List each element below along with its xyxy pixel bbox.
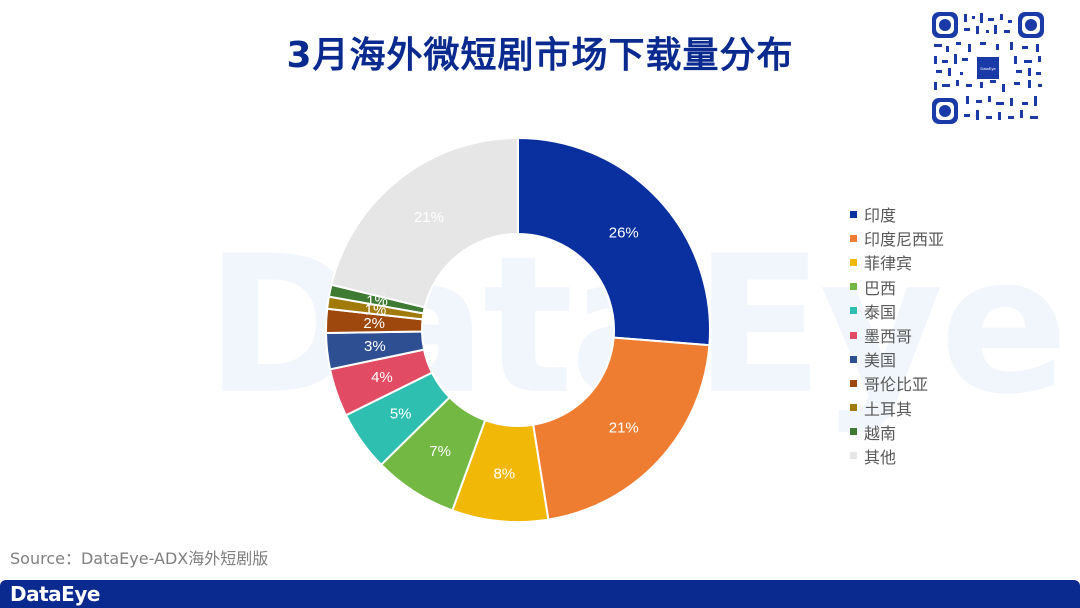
legend-label: 印度 — [864, 206, 897, 226]
legend-swatch — [850, 307, 857, 315]
legend-label: 其他 — [864, 447, 897, 467]
legend-swatch — [850, 355, 857, 363]
legend-label: 菲律宾 — [864, 254, 913, 274]
chart-legend: 印度印度尼西亚菲律宾巴西泰国墨西哥美国哥伦比亚土耳其越南其他 — [850, 202, 944, 468]
legend-label: 墨西哥 — [864, 327, 913, 347]
slice-value-label: 8% — [493, 465, 515, 482]
legend-swatch — [850, 428, 857, 436]
donut-slice-labels: 26%21%8%7%5%4%3%2%1%1%21% — [363, 209, 638, 483]
legend-item: 泰国 — [850, 299, 944, 323]
legend-item: 美国 — [850, 347, 944, 371]
legend-item: 墨西哥 — [850, 323, 944, 347]
slice-value-label: 1% — [365, 302, 387, 319]
footer-logo: DataEye — [10, 582, 100, 606]
chart-title: 3月海外微短剧市场下载量分布 — [286, 35, 794, 76]
legend-item: 印度 — [850, 202, 944, 226]
footer-bar: DataEye — [0, 580, 1080, 608]
legend-label: 巴西 — [864, 278, 897, 298]
donut-slice-1 — [532, 336, 711, 521]
source-note: Source：DataEye-ADX海外短剧版 — [10, 549, 269, 568]
legend-swatch — [850, 452, 857, 460]
legend-swatch — [850, 283, 857, 291]
legend-label: 美国 — [864, 351, 897, 371]
qr-center-label: DataEye — [980, 66, 996, 71]
legend-label: 越南 — [864, 423, 897, 443]
slice-value-label: 5% — [390, 406, 412, 423]
legend-item: 越南 — [850, 420, 944, 444]
legend-swatch — [850, 210, 857, 218]
legend-item: 菲律宾 — [850, 250, 944, 274]
legend-swatch — [850, 331, 857, 339]
donut-slice-0 — [517, 136, 711, 347]
legend-item: 哥伦比亚 — [850, 371, 944, 395]
donut-slice-10 — [330, 136, 519, 309]
legend-swatch — [850, 404, 857, 412]
slice-value-label: 7% — [429, 443, 451, 460]
legend-swatch — [850, 258, 857, 266]
slice-value-label: 21% — [414, 209, 444, 226]
slice-value-label: 26% — [609, 224, 639, 241]
legend-swatch — [850, 379, 857, 387]
legend-item: 巴西 — [850, 275, 944, 299]
legend-item: 土耳其 — [850, 396, 944, 420]
slice-value-label: 3% — [364, 338, 386, 355]
slice-value-label: 4% — [371, 369, 393, 386]
legend-label: 哥伦比亚 — [864, 375, 929, 395]
slice-value-label: 1% — [366, 293, 388, 310]
slice-value-label: 21% — [609, 420, 639, 437]
legend-label: 泰国 — [864, 302, 897, 322]
legend-label: 土耳其 — [864, 399, 913, 419]
legend-item: 其他 — [850, 444, 944, 468]
legend-label: 印度尼西亚 — [864, 230, 945, 250]
qr-code: DataEye — [930, 10, 1046, 126]
legend-item: 印度尼西亚 — [850, 226, 944, 250]
legend-swatch — [850, 234, 857, 242]
donut-slices — [325, 136, 711, 523]
slice-value-label: 2% — [363, 315, 385, 332]
